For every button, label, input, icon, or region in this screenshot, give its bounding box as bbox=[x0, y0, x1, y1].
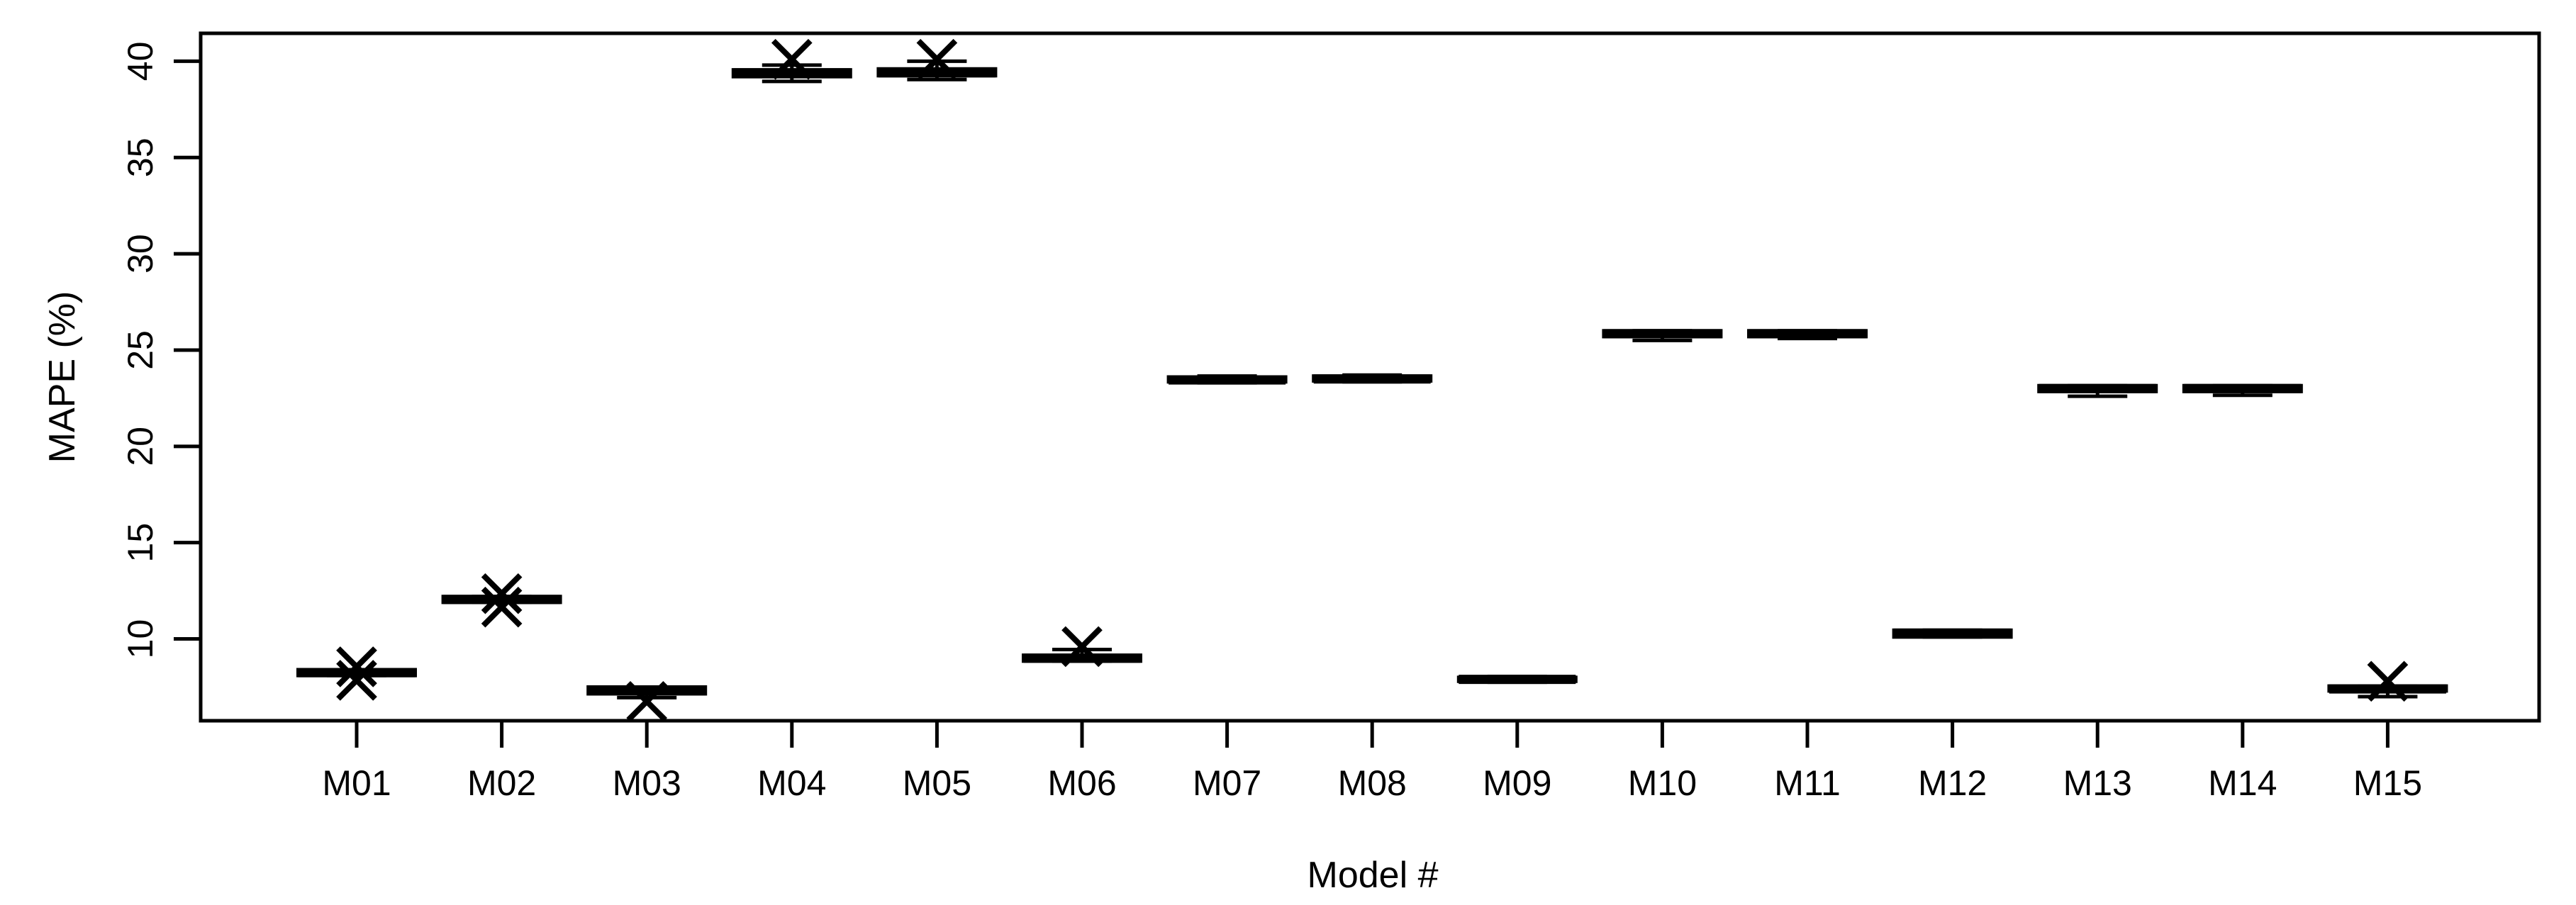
x-marker bbox=[481, 573, 523, 614]
x-marker-stroke bbox=[1061, 626, 1103, 668]
x-tick-label: M01 bbox=[322, 763, 391, 803]
x-marker-stroke bbox=[336, 646, 377, 687]
x-tick-label: M05 bbox=[903, 763, 971, 803]
x-axis-title: Model # bbox=[1307, 855, 1439, 896]
x-marker-stroke bbox=[481, 573, 523, 614]
x-tick-label: M09 bbox=[1483, 763, 1551, 803]
x-tick-label: M14 bbox=[2208, 763, 2277, 803]
x-tick-label: M08 bbox=[1338, 763, 1407, 803]
x-tick-label: M11 bbox=[1774, 763, 1841, 803]
x-marker bbox=[1061, 626, 1103, 668]
x-marker bbox=[626, 681, 668, 722]
x-marker-stroke bbox=[626, 681, 668, 722]
boxplot-M11 bbox=[1747, 329, 1868, 341]
x-marker bbox=[771, 38, 813, 80]
x-tick-label: M07 bbox=[1193, 763, 1261, 803]
boxplot-M13 bbox=[2037, 383, 2158, 398]
x-marker bbox=[916, 38, 958, 80]
y-tick-label: 40 bbox=[121, 42, 160, 81]
x-marker-stroke bbox=[2367, 661, 2409, 702]
y-axis: 10 15 20 25 30 35 40 bbox=[121, 42, 201, 659]
x-tick-label: M04 bbox=[757, 763, 826, 803]
boxplot-M03 bbox=[586, 681, 708, 722]
boxplot-M05 bbox=[876, 38, 998, 81]
boxplot-M10 bbox=[1602, 329, 1723, 342]
x-tick-label: M12 bbox=[1918, 763, 1987, 803]
y-axis-title: MAPE (%) bbox=[42, 291, 83, 463]
boxplot-M06 bbox=[1022, 626, 1142, 668]
x-marker-stroke bbox=[336, 660, 377, 701]
boxplot-M08 bbox=[1312, 373, 1433, 384]
boxplot-M07 bbox=[1166, 374, 1288, 385]
x-tick-label: M15 bbox=[2353, 763, 2422, 803]
y-tick-label: 35 bbox=[121, 137, 160, 177]
x-marker bbox=[336, 646, 377, 687]
boxplots bbox=[296, 38, 2448, 722]
x-tick-label: M03 bbox=[613, 763, 681, 803]
boxplot-M14 bbox=[2182, 383, 2303, 398]
x-marker-stroke bbox=[916, 38, 958, 80]
boxplot-M01 bbox=[296, 646, 417, 701]
boxplot-M09 bbox=[1456, 675, 1578, 685]
x-tick-label: M13 bbox=[2063, 763, 2132, 803]
y-tick-label: 10 bbox=[121, 619, 160, 659]
y-tick-label: 15 bbox=[121, 523, 160, 563]
y-tick-label: 30 bbox=[121, 234, 160, 274]
boxplot-M15 bbox=[2327, 661, 2448, 702]
boxplot-M02 bbox=[441, 573, 562, 628]
boxplot-M04 bbox=[731, 38, 852, 84]
x-marker-stroke bbox=[771, 38, 813, 80]
x-marker bbox=[2367, 661, 2409, 702]
plot-border bbox=[199, 31, 2541, 723]
y-tick-label: 25 bbox=[121, 330, 160, 370]
x-marker bbox=[481, 586, 523, 628]
boxplot-M12 bbox=[1892, 628, 2013, 639]
x-marker bbox=[336, 660, 377, 701]
x-tick-label: M06 bbox=[1047, 763, 1116, 803]
x-tick-label: M02 bbox=[467, 763, 536, 803]
x-axis: M01 M02 M03 M04 M05 M06 M07 M08 M09 M10 M11 M12 M13 M… bbox=[322, 721, 2422, 803]
x-tick-label: M10 bbox=[1628, 763, 1697, 803]
y-tick-label: 20 bbox=[121, 427, 160, 466]
x-marker-stroke bbox=[481, 586, 523, 628]
